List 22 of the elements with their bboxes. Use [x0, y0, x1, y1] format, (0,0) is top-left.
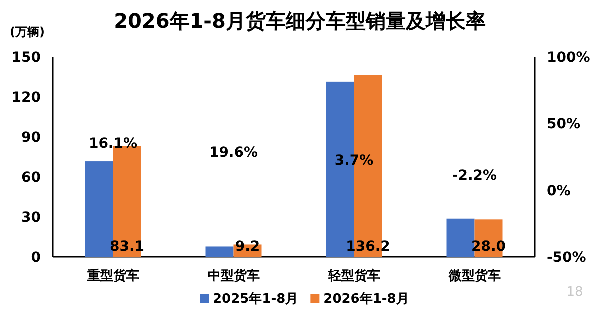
chart-title: 2026年1-8月货车细分车型销量及增长率 — [114, 9, 486, 33]
x-tick-label: 重型货车 — [86, 268, 140, 284]
legend-label: 2025年1-8月 — [213, 292, 299, 307]
y2-tick-label: 100% — [547, 50, 590, 66]
annotation: 19.6% — [209, 145, 258, 161]
y2-tick-label: -50% — [547, 250, 586, 266]
y-tick-label: 150 — [12, 50, 42, 66]
legend-label: 2026年1-8月 — [324, 292, 410, 307]
y-tick-label: 120 — [12, 90, 42, 106]
y-tick-label: 0 — [31, 250, 42, 266]
x-tick-label: 轻型货车 — [327, 268, 380, 284]
y-tick-label: 30 — [22, 210, 42, 226]
bar — [206, 246, 234, 257]
y-tick-label: 90 — [22, 130, 42, 146]
y-tick-label: 60 — [22, 170, 42, 186]
annotation: 16.1% — [88, 136, 138, 152]
y2-tick-label: 50% — [547, 116, 581, 133]
annotation: -2.2% — [452, 168, 498, 184]
x-tick-label: 微型货车 — [448, 268, 501, 284]
x-tick-label: 中型货车 — [208, 268, 260, 284]
y-axis-title: (万辆) — [10, 25, 45, 39]
y2-tick-label: 0% — [547, 183, 571, 200]
